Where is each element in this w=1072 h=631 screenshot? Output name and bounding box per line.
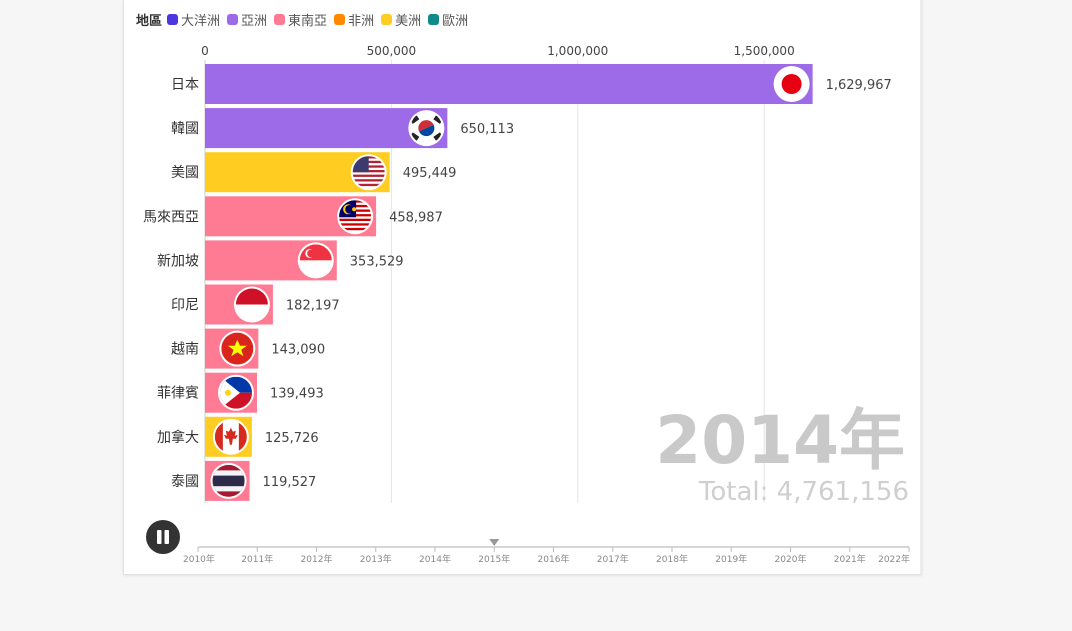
legend-item[interactable]: 東南亞 <box>274 10 327 29</box>
category-label: 加拿大 <box>157 429 199 446</box>
total-label: Total: 4,761,156 <box>698 477 909 507</box>
timeline-year-label[interactable]: 2011年 <box>241 553 273 565</box>
japan-flag-icon <box>773 66 810 102</box>
timeline-year-label[interactable]: 2012年 <box>301 553 333 565</box>
value-label: 495,449 <box>403 166 457 181</box>
category-label: 泰國 <box>171 474 199 490</box>
korea-flag-icon <box>408 110 445 147</box>
value-label: 1,629,967 <box>826 78 892 93</box>
value-label: 125,726 <box>265 431 319 446</box>
bars: 日本 1,629,967 韓國 650,113 美國 495,449 馬來西亞 458,987… <box>143 64 892 501</box>
bar-row: 加拿大 125,726 <box>157 416 319 457</box>
legend-swatch <box>428 13 440 25</box>
timeline-year-label[interactable]: 2015年 <box>478 553 510 565</box>
timeline-year-label[interactable]: 2021年 <box>834 553 866 565</box>
pause-button[interactable] <box>146 520 180 554</box>
timeline[interactable]: 2010年 2011年 2012年 2013年 2014年 2015年 2016年 2017年… <box>183 539 910 565</box>
legend-label: 大洋洲 <box>181 13 221 29</box>
legend-swatch <box>381 13 393 25</box>
bar <box>205 64 813 104</box>
legend: 地區 大洋洲 亞洲 東南亞 非洲 美洲 歐洲 <box>136 9 475 29</box>
x-tick-label: 500,000 <box>367 44 417 58</box>
legend-swatch <box>274 13 286 25</box>
timeline-year-label[interactable]: 2010年 <box>183 553 215 565</box>
legend-label: 亞洲 <box>241 13 268 29</box>
x-axis: 0 500,000 1,000,000 1,500,000 <box>201 44 795 58</box>
value-label: 119,527 <box>263 475 317 490</box>
category-label: 韓國 <box>171 121 199 137</box>
timeline-year-label[interactable]: 2013年 <box>360 553 392 565</box>
legend-swatch <box>167 13 179 25</box>
value-label: 139,493 <box>270 387 324 402</box>
pause-icon <box>157 530 169 544</box>
philippines-flag-icon <box>217 374 254 411</box>
legend-label: 東南亞 <box>288 13 328 29</box>
canada-flag-icon <box>212 418 249 455</box>
bar-row: 美國 495,449 <box>171 152 457 193</box>
card-edge <box>920 0 923 574</box>
category-label: 美國 <box>171 165 199 181</box>
legend-label: 非洲 <box>348 13 375 29</box>
legend-item[interactable]: 歐洲 <box>428 10 468 29</box>
vietnam-flag-icon <box>219 330 256 367</box>
timeline-year-label[interactable]: 2014年 <box>419 553 451 565</box>
singapore-flag-icon <box>297 242 334 279</box>
timeline-year-label[interactable]: 2022年 <box>878 553 910 565</box>
x-tick-label: 1,500,000 <box>734 44 795 58</box>
legend-item[interactable]: 亞洲 <box>227 10 267 29</box>
category-label: 菲律賓 <box>157 385 199 402</box>
bar <box>205 108 448 149</box>
usa-flag-icon <box>350 154 387 191</box>
category-label: 日本 <box>171 77 199 93</box>
thailand-flag-icon <box>210 462 247 499</box>
legend-swatch <box>227 13 239 25</box>
category-label: 新加坡 <box>157 253 199 269</box>
timeline-year-label[interactable]: 2016年 <box>538 553 570 565</box>
bar-row: 菲律賓 139,493 <box>157 372 324 413</box>
bar-row: 新加坡 353,529 <box>157 240 404 281</box>
value-label: 650,113 <box>460 122 514 137</box>
legend-title: 地區 <box>136 13 163 29</box>
legend-items: 大洋洲 亞洲 東南亞 非洲 美洲 歐洲 <box>167 10 475 29</box>
year-label: 2014年 <box>655 402 905 479</box>
x-tick-label: 0 <box>201 44 209 58</box>
legend-swatch <box>334 13 346 25</box>
value-label: 182,197 <box>286 299 340 314</box>
category-label: 馬來西亞 <box>143 209 199 225</box>
indonesia-flag-icon <box>233 286 270 323</box>
value-label: 143,090 <box>271 343 325 358</box>
value-label: 458,987 <box>389 210 443 225</box>
bar-row: 印尼 182,197 <box>171 284 340 325</box>
legend-item[interactable]: 大洋洲 <box>167 10 220 29</box>
timeline-year-label[interactable]: 2017年 <box>597 553 629 565</box>
legend-item[interactable]: 非洲 <box>334 10 374 29</box>
bar-row: 韓國 650,113 <box>171 108 514 149</box>
legend-label: 美洲 <box>395 13 422 29</box>
legend-item[interactable]: 美洲 <box>381 10 421 29</box>
bar-row: 泰國 119,527 <box>171 460 317 501</box>
legend-label: 歐洲 <box>442 13 469 29</box>
timeline-year-label[interactable]: 2018年 <box>656 553 688 565</box>
x-tick-label: 1,000,000 <box>547 44 608 58</box>
bar-row: 越南 143,090 <box>171 328 325 369</box>
timeline-year-label[interactable]: 2019年 <box>715 553 747 565</box>
bar-row: 日本 1,629,967 <box>171 64 892 104</box>
category-label: 越南 <box>171 342 199 358</box>
malaysia-flag-icon <box>337 198 374 235</box>
timeline-marker[interactable] <box>489 539 500 546</box>
category-label: 印尼 <box>171 298 199 314</box>
timeline-year-label[interactable]: 2020年 <box>775 553 807 565</box>
bar-row: 馬來西亞 458,987 <box>143 196 443 237</box>
value-label: 353,529 <box>350 254 404 269</box>
